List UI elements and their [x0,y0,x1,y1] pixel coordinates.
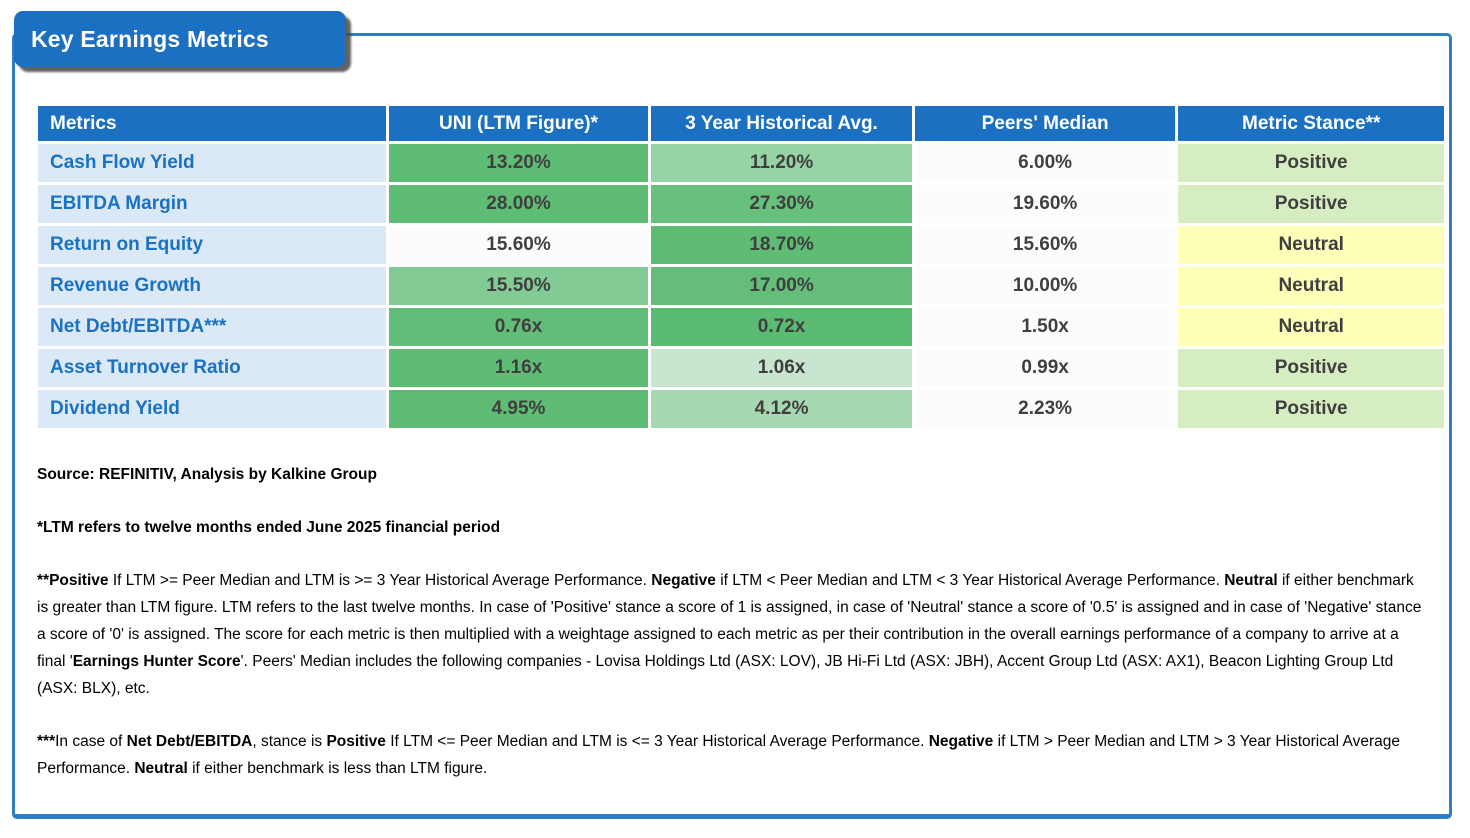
uni-ltm-value-cell: 13.20% [385,141,652,185]
historical-avg-value-cell: 1.06x [648,346,915,390]
column-header: Peers' Median [911,103,1179,144]
metric-stance-cell: Positive [1175,387,1447,431]
metric-stance-cell: Neutral [1175,264,1447,308]
ltm-note: *LTM refers to twelve months ended June … [37,519,501,536]
peers-median-value-cell: 1.50x [911,305,1179,349]
section-title: Key Earnings Metrics [31,25,269,52]
column-header: Metric Stance** [1175,103,1447,144]
metric-name-cell: Return on Equity [35,223,389,267]
table-body: Cash Flow Yield 13.20% 11.20% 6.00% Positive… [35,141,1447,431]
netdebt-definition-note: ***In case of Net Debt/EBITDA, stance is… [37,733,1400,777]
table-row: Return on Equity 15.60% 18.70% 15.60% Neutra… [35,223,1447,267]
table-area: Metrics UNI (LTM Figure)* 3 Year Historica… [35,103,1449,431]
section-title-tab: Key Earnings Metrics [14,11,346,67]
metric-name-cell: EBITDA Margin [35,182,389,226]
peers-median-value-cell: 10.00% [911,264,1179,308]
uni-ltm-value-cell: 4.95% [385,387,652,431]
metric-name-cell: Net Debt/EBITDA*** [35,305,389,349]
table-row: Revenue Growth 15.50% 17.00% 10.00% Neutral [35,264,1447,308]
source-note: Source: REFINITIV, Analysis by Kalkine G… [37,466,377,483]
peers-median-value-cell: 0.99x [911,346,1179,390]
metric-stance-cell: Neutral [1175,223,1447,267]
uni-ltm-value-cell: 0.76x [385,305,652,349]
table-row: EBITDA Margin 28.00% 27.30% 19.60% Positive [35,182,1447,226]
uni-ltm-value-cell: 1.16x [385,346,652,390]
table-head: Metrics UNI (LTM Figure)* 3 Year Historica… [35,103,1447,144]
table-row: Dividend Yield 4.95% 4.12% 2.23% Positive [35,387,1447,431]
table-row: Cash Flow Yield 13.20% 11.20% 6.00% Positive [35,141,1447,185]
table-row: Asset Turnover Ratio 1.16x 1.06x 0.99x Posit… [35,346,1447,390]
uni-ltm-value-cell: 28.00% [385,182,652,226]
peers-median-value-cell: 15.60% [911,223,1179,267]
column-header: 3 Year Historical Avg. [648,103,915,144]
column-header: Metrics [35,103,389,144]
metric-name-cell: Revenue Growth [35,264,389,308]
uni-ltm-value-cell: 15.60% [385,223,652,267]
historical-avg-value-cell: 18.70% [648,223,915,267]
metric-stance-cell: Positive [1175,346,1447,390]
peers-median-value-cell: 2.23% [911,387,1179,431]
column-header: UNI (LTM Figure)* [385,103,652,144]
metrics-table: Metrics UNI (LTM Figure)* 3 Year Historica… [35,103,1447,431]
table-row: Net Debt/EBITDA*** 0.76x 0.72x 1.50x Neutral [35,305,1447,349]
historical-avg-value-cell: 0.72x [648,305,915,349]
metric-stance-cell: Positive [1175,182,1447,226]
peers-median-value-cell: 19.60% [911,182,1179,226]
metric-stance-cell: Positive [1175,141,1447,185]
header-row: Metrics UNI (LTM Figure)* 3 Year Historica… [35,103,1447,144]
historical-avg-value-cell: 11.20% [648,141,915,185]
stance-definition-note: **Positive If LTM >= Peer Median and LTM… [37,572,1422,697]
historical-avg-value-cell: 4.12% [648,387,915,431]
uni-ltm-value-cell: 15.50% [385,264,652,308]
metric-name-cell: Asset Turnover Ratio [35,346,389,390]
footnotes-section: Source: REFINITIV, Analysis by Kalkine G… [37,461,1427,782]
metric-stance-cell: Neutral [1175,305,1447,349]
key-earnings-card: Metrics UNI (LTM Figure)* 3 Year Historica… [12,33,1452,819]
historical-avg-value-cell: 17.00% [648,264,915,308]
peers-median-value-cell: 6.00% [911,141,1179,185]
metric-name-cell: Dividend Yield [35,387,389,431]
metric-name-cell: Cash Flow Yield [35,141,389,185]
historical-avg-value-cell: 27.30% [648,182,915,226]
